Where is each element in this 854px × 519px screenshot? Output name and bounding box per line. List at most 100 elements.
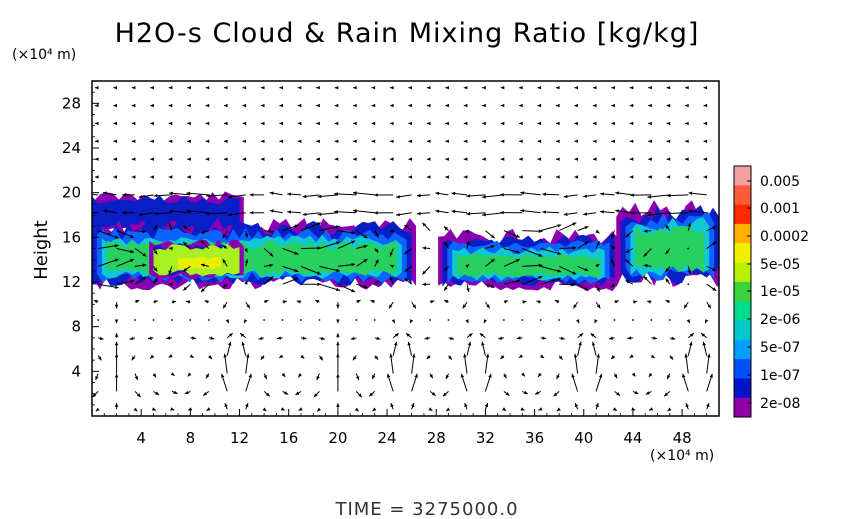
wind-vector-head [150, 175, 154, 179]
wind-vector-head [687, 222, 692, 227]
wind-vector-head [168, 139, 173, 143]
wind-vector-head [426, 103, 431, 108]
wind-vector-head [684, 353, 688, 358]
wind-vector-head [93, 300, 98, 304]
wind-vector-head [153, 300, 158, 304]
wind-vector-head [168, 175, 173, 179]
wind-vector-head [95, 376, 99, 380]
wind-vector-head [224, 86, 228, 90]
colorbar: 0.005 0.001 0.0002 5e-05 1e-05 2e-06 5e-07 1e-0… [733, 165, 809, 418]
x-tick-label: 36 [525, 429, 544, 447]
wind-vector-head [650, 354, 655, 358]
wind-vector-head [131, 103, 136, 108]
wind-vector-head [538, 263, 543, 268]
wind-vector-head [169, 191, 173, 195]
wind-vector [334, 193, 357, 196]
wind-vector-head [537, 139, 542, 143]
wind-vector-head [703, 175, 708, 179]
wind-vector-head [631, 407, 636, 411]
wind-vector-head [188, 407, 193, 411]
wind-vector-head [94, 86, 99, 90]
wind-vector-head [520, 407, 525, 411]
wind-vector-head [151, 407, 156, 411]
wind-vector-head [519, 139, 523, 143]
wind-vector-head [201, 288, 205, 292]
wind-vector-head [336, 373, 340, 378]
wind-vector-head [653, 336, 657, 340]
wind-vector-head [702, 341, 706, 346]
wind-vector-head [685, 403, 689, 408]
x-tick-label: 40 [574, 429, 593, 447]
wind-vector-head [336, 268, 340, 272]
wind-vector-head [631, 372, 636, 377]
wind-vector-head [500, 355, 505, 359]
wind-vector-head [574, 157, 578, 161]
wind-vector-head [389, 276, 393, 281]
wind-vector-head [520, 191, 525, 195]
wind-vector-head [629, 175, 634, 179]
wind-vector-head [705, 319, 709, 324]
wind-vector-head [557, 251, 562, 255]
wind-vector-head [353, 175, 357, 179]
wind-vector-head [408, 139, 412, 143]
wind-vector-head [294, 224, 299, 228]
wind-vector-head [444, 300, 449, 304]
wind-vector-head [269, 252, 274, 257]
wind-vector-head [246, 304, 250, 309]
wind-vector-head [596, 304, 601, 309]
colorbar-swatch [734, 281, 751, 302]
wind-vector-head [665, 224, 670, 229]
wind-vector-head [150, 121, 154, 126]
wind-vector-head [241, 341, 245, 346]
wind-vector-head [490, 259, 495, 263]
wind-vector-head [82, 210, 86, 214]
wind-vector-dot [613, 319, 616, 321]
wind-vector-head [353, 157, 357, 161]
wind-vector-head [135, 300, 140, 304]
wind-vector-head [150, 139, 154, 143]
wind-vector-head [444, 241, 448, 246]
wind-vector [482, 194, 504, 198]
wind-vector-head [396, 195, 400, 199]
wind-vector-head [648, 121, 652, 126]
wind-vector-head [709, 373, 713, 378]
wind-vector-head [114, 244, 119, 248]
wind-vector-head [203, 392, 208, 396]
wind-vector-head [667, 407, 672, 411]
wind-vector-head [563, 212, 568, 216]
wind-vector-head [571, 373, 575, 378]
wind-vector-head [689, 333, 694, 337]
wind-vector-head [298, 373, 302, 378]
wind-vector-head [446, 407, 451, 411]
wind-vector-head [463, 175, 468, 179]
wind-vector-head [592, 139, 597, 143]
wind-vector-head [316, 121, 320, 126]
wind-vector-head [222, 245, 227, 249]
wind-vector-head [615, 191, 620, 195]
wind-vector-head [482, 212, 486, 217]
wind-vector-head [95, 407, 100, 412]
wind-vector-head [186, 191, 191, 196]
wind-vector-head [317, 194, 322, 199]
wind-vector-head [134, 376, 138, 380]
wind-vector-head [321, 336, 325, 341]
wind-vector-dot [521, 319, 524, 321]
wind-vector-head [600, 192, 604, 196]
wind-vector-head [187, 157, 191, 161]
wind-vector-head [579, 333, 584, 337]
wind-vector-head [445, 175, 449, 179]
wind-vector-head [269, 276, 274, 281]
wind-vector-head [572, 282, 577, 287]
wind-vector-head [205, 103, 210, 108]
wind-vector-head [573, 353, 578, 358]
wind-vector-head [519, 354, 523, 358]
wind-vector-head [643, 252, 648, 257]
wind-vector-head [294, 251, 299, 255]
wind-vector-head [556, 121, 560, 126]
wind-vector-head [625, 233, 630, 238]
wind-vector-dot [687, 283, 690, 286]
wind-vector-dot [687, 247, 690, 250]
y-tick-label: 4 [71, 362, 81, 380]
wind-vector-dot [650, 319, 653, 321]
wind-vector [647, 212, 670, 216]
